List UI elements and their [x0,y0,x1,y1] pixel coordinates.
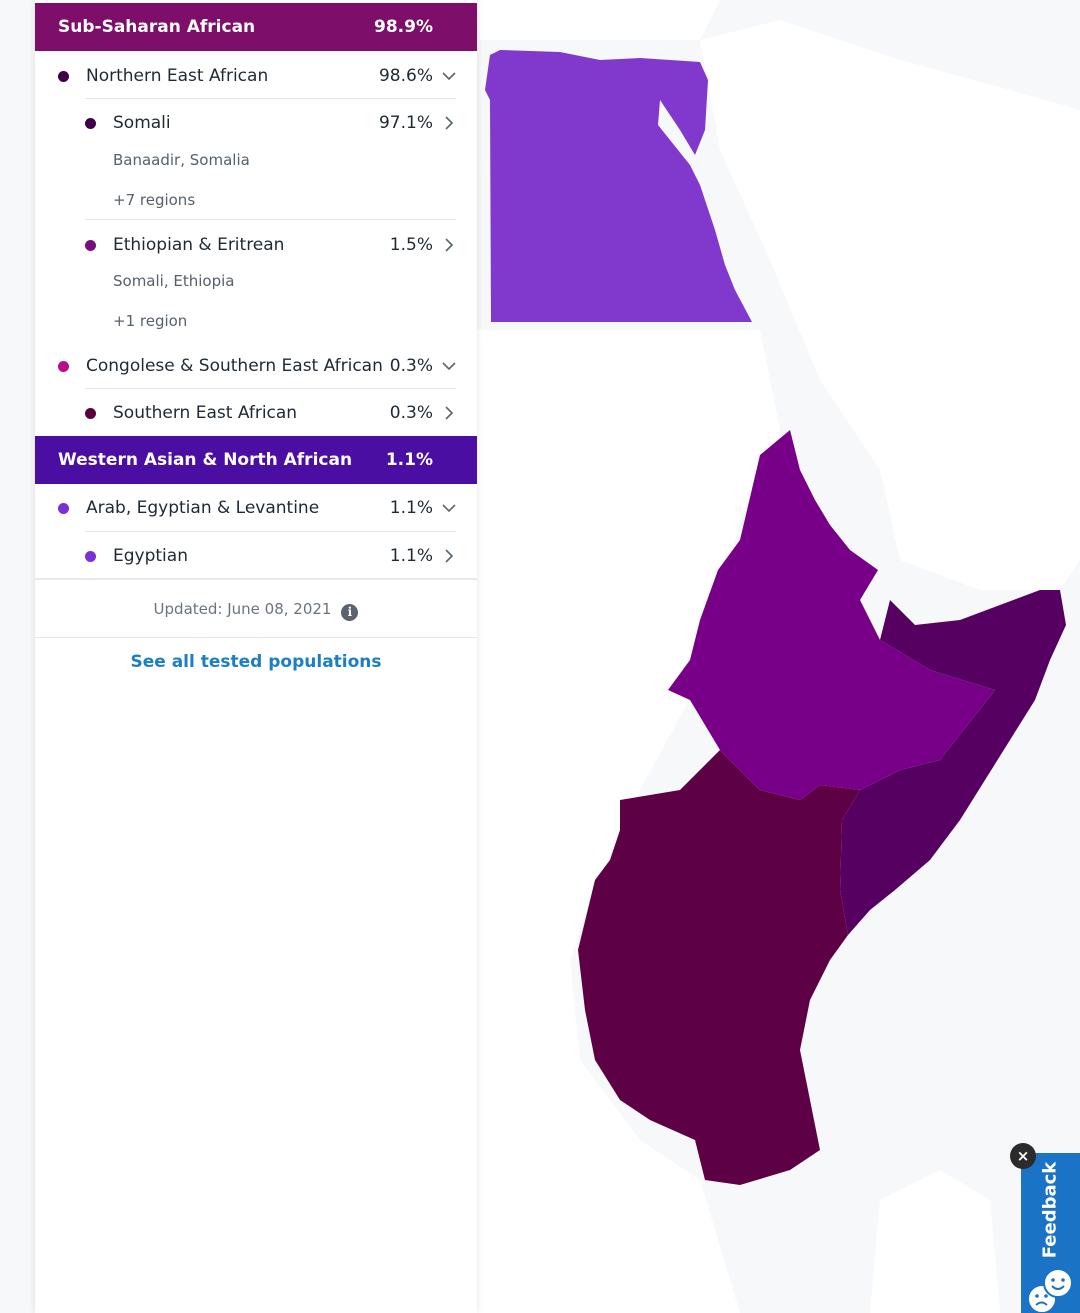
region-somalia [840,590,1066,935]
more-regions-link[interactable]: +7 regions [113,191,196,209]
population-row-egyptian[interactable]: Egyptian 1.1% [85,543,477,569]
region-bold: Somali [113,272,164,290]
chevron-right-icon[interactable] [441,115,457,131]
population-pct: 1.1% [389,498,433,518]
region-rest: , Ethiopia [163,272,235,290]
region-bold: Banaadir [113,151,181,169]
group-pct: 1.1% [385,450,433,470]
group-header-sub-saharan[interactable]: Sub-Saharan African 98.9% [35,3,477,51]
group-label: Western Asian & North African [58,450,353,470]
updated-text: Updated: June 08, 2021 [153,600,332,618]
land-madagascar [870,1170,1000,1313]
population-row-southern-east-african[interactable]: Southern East African 0.3% [85,400,477,426]
section-divider [35,578,477,580]
population-color-dot [58,360,69,372]
close-feedback-icon[interactable]: × [1010,1143,1036,1169]
chevron-down-icon[interactable] [441,68,457,84]
population-label: Southern East African [113,403,298,423]
population-label: Arab, Egyptian & Levantine [86,498,320,518]
info-icon[interactable]: i [341,604,359,621]
chevron-right-icon[interactable] [441,548,457,564]
chevron-right-icon[interactable] [441,237,457,253]
see-all-populations-link[interactable]: See all tested populations [130,652,382,672]
population-row-congolese-southern-east-african[interactable]: Congolese & Southern East African 0.3% [58,353,477,379]
chevron-down-icon[interactable] [441,358,457,374]
group-label: Sub-Saharan African [58,17,256,37]
divider [85,531,456,532]
region-egypt [485,50,752,322]
population-pct: 1.5% [389,235,433,255]
population-color-dot [85,239,96,251]
region-text: Banaadir, Somalia [113,151,250,169]
population-label: Northern East African [86,66,269,86]
population-color-dot [85,117,96,129]
population-row-arab-egyptian-levantine[interactable]: Arab, Egyptian & Levantine 1.1% [58,495,477,521]
group-header-western-asian-north-african[interactable]: Western Asian & North African 1.1% [35,436,477,484]
more-regions-link[interactable]: +1 region [113,312,188,330]
population-label: Congolese & Southern East African [86,356,383,376]
land-north-africa [477,0,720,40]
divider [85,219,456,220]
group-pct: 98.9% [374,17,433,37]
region-ethiopia [668,430,995,800]
population-color-dot [85,407,96,419]
population-row-northern-east-african[interactable]: Northern East African 98.6% [58,63,477,89]
land-arabia [700,20,1080,590]
feedback-faces-icon [1027,1268,1073,1313]
population-label: Egyptian [113,546,188,566]
region-text: Somali, Ethiopia [113,272,234,290]
region-kenya-tanzania [578,750,860,1185]
population-row-ethiopian-eritrean[interactable]: Ethiopian & Eritrean 1.5% [85,232,477,258]
region-rest: , Somalia [180,151,250,169]
population-label: Somali [113,113,171,133]
land-east-africa-west [477,330,780,1313]
population-row-somali[interactable]: Somali 97.1% [85,110,477,136]
population-color-dot [85,550,96,562]
chevron-right-icon[interactable] [441,405,457,421]
population-pct: 0.3% [389,403,433,423]
ancestry-breakdown-panel: Sub-Saharan African 98.9% Northern East … [35,0,477,1313]
feedback-label[interactable]: Feedback [1039,1161,1061,1259]
population-label: Ethiopian & Eritrean [113,235,285,255]
population-pct: 0.3% [389,356,433,376]
population-color-dot [58,502,69,514]
divider [85,98,456,99]
updated-date: Updated: June 08, 2021 i [35,600,477,621]
divider [85,388,456,389]
population-color-dot [58,70,69,82]
population-pct: 1.1% [389,546,433,566]
population-pct: 98.6% [378,66,433,86]
population-pct: 97.1% [378,113,433,133]
chevron-down-icon[interactable] [441,500,457,516]
divider [35,637,477,638]
